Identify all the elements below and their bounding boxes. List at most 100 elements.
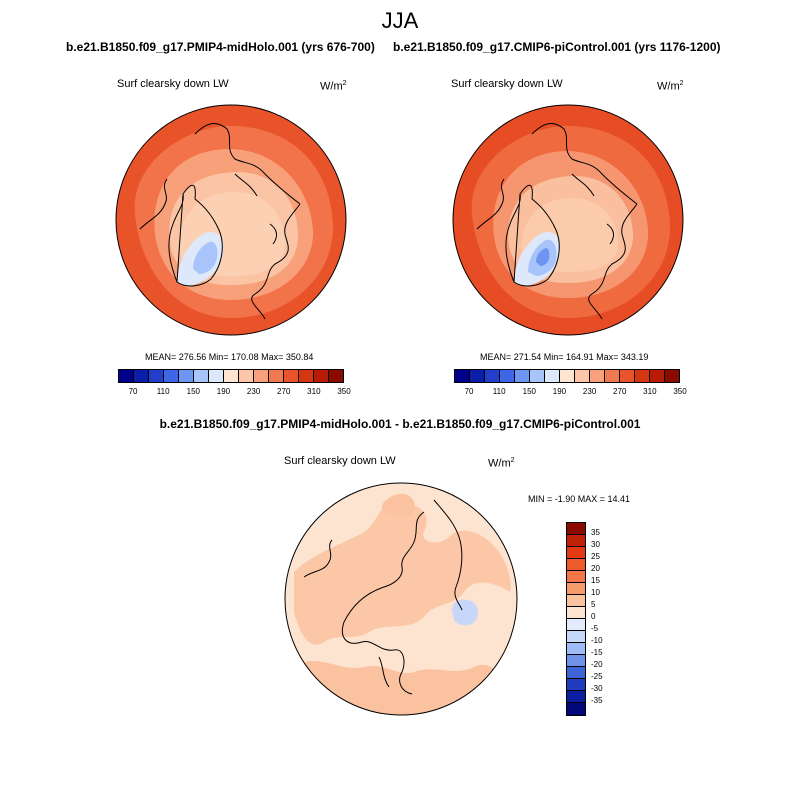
colorbar-cell	[665, 370, 679, 382]
colorbar-cell	[299, 370, 314, 382]
coastline-1	[505, 184, 560, 287]
coastline-5	[378, 656, 390, 688]
colorbar-tick-label: 310	[307, 387, 321, 396]
colorbar-cell	[455, 370, 470, 382]
colorbar-cell	[134, 370, 149, 382]
colorbar-cell	[567, 571, 585, 583]
coastline-6	[269, 223, 278, 245]
coastline-6	[606, 223, 615, 245]
colorbar-cell	[567, 691, 585, 703]
map-field-cold-2	[193, 241, 218, 274]
colorbar-tick-label: 190	[216, 387, 231, 396]
colorbar-cell	[239, 370, 254, 382]
colorbar-cell	[119, 370, 134, 382]
season-title: JJA	[381, 8, 419, 33]
colorbar-cell	[635, 370, 650, 382]
diff-colorbar-ticks: 35 30 25 20 15 10 5 0 -5 -10 -15 -20 -25 -30 -35	[591, 522, 621, 712]
colorbar-cell	[515, 370, 530, 382]
coastline-4	[303, 539, 333, 578]
diff-units: W/m2	[488, 457, 515, 470]
colorbar-tick-label: 70	[128, 387, 138, 396]
colorbar-tick-label: 190	[552, 387, 567, 396]
panel-right-case-title: b.e21.B1850.f09_g17.CMIP6-piControl.001 …	[393, 40, 721, 54]
colorbar-tick-label: 0	[591, 612, 596, 621]
colorbar-cell	[530, 370, 545, 382]
panel-left-colorbar	[118, 369, 344, 383]
colorbar-cell	[329, 370, 343, 382]
colorbar-cell	[567, 595, 585, 607]
colorbar-tick-label: 230	[246, 387, 261, 396]
colorbar-cell	[179, 370, 194, 382]
map-field-cold-3	[536, 248, 550, 266]
colorbar-cell	[209, 370, 224, 382]
colorbar-tick-label: -25	[591, 672, 603, 681]
panel-left-polar-map	[115, 104, 347, 336]
colorbar-cell	[284, 370, 299, 382]
coastline-2	[194, 123, 301, 205]
colorbar-cell	[650, 370, 665, 382]
diff-variable-label: Surf clearsky down LW	[284, 455, 396, 467]
diff-polar-map	[284, 482, 518, 716]
colorbar-cell	[575, 370, 590, 382]
colorbar-tick-label: -10	[591, 636, 603, 645]
colorbar-cell	[567, 679, 585, 691]
colorbar-cell	[314, 370, 329, 382]
coastline-1	[343, 511, 425, 623]
diff-stats: MIN = -1.90 MAX = 14.41	[528, 494, 631, 504]
colorbar-cell	[194, 370, 209, 382]
colorbar-cell	[567, 607, 585, 619]
diff-title: b.e21.B1850.f09_g17.PMIP4-midHolo.001 - …	[159, 417, 641, 431]
coastline-1	[168, 184, 223, 287]
colorbar-tick-label: 15	[591, 576, 600, 585]
panel-left-case-title: b.e21.B1850.f09_g17.PMIP4-midHolo.001 (y…	[66, 40, 375, 54]
colorbar-cell	[224, 370, 239, 382]
coastline-3	[399, 499, 463, 695]
colorbar-cell	[567, 703, 585, 715]
panel-right-polar-map	[452, 104, 684, 336]
colorbar-tick-label: 20	[591, 564, 600, 573]
colorbar-tick-label: 30	[591, 540, 600, 549]
colorbar-tick-label: -30	[591, 684, 603, 693]
panel-right-variable-label: Surf clearsky down LW	[451, 78, 563, 90]
coastline-5	[234, 173, 258, 197]
colorbar-cell	[567, 547, 585, 559]
colorbar-tick-label: 150	[522, 387, 537, 396]
colorbar-cell	[567, 583, 585, 595]
map-field-warm-3	[382, 493, 415, 518]
colorbar-tick-label: -15	[591, 648, 603, 657]
colorbar-cell	[567, 643, 585, 655]
colorbar-cell	[567, 631, 585, 643]
colorbar-cell	[567, 619, 585, 631]
coastline-5	[571, 173, 595, 197]
colorbar-tick-label: 10	[591, 588, 600, 597]
map-border	[284, 482, 518, 716]
panel-right-colorbar-ticks: 70 110 150 190 230 270 310 350	[454, 387, 687, 399]
coastline-2	[531, 123, 638, 205]
colorbar-tick-label: 310	[643, 387, 657, 396]
colorbar-cell	[567, 655, 585, 667]
colorbar-cell	[149, 370, 164, 382]
coastline-2	[341, 621, 405, 673]
colorbar-cell	[567, 667, 585, 679]
colorbar-cell	[254, 370, 269, 382]
colorbar-cell	[470, 370, 485, 382]
coastline-3	[588, 203, 638, 320]
colorbar-tick-label: 350	[673, 387, 687, 396]
colorbar-tick-label: -35	[591, 696, 603, 705]
colorbar-cell	[620, 370, 635, 382]
colorbar-tick-label: 70	[464, 387, 474, 396]
colorbar-cell	[545, 370, 560, 382]
colorbar-tick-label: 230	[582, 387, 597, 396]
panel-left-variable-label: Surf clearsky down LW	[117, 78, 229, 90]
colorbar-cell	[590, 370, 605, 382]
colorbar-tick-label: 35	[591, 528, 600, 537]
colorbar-tick-label: 350	[337, 387, 351, 396]
panel-left-units: W/m2	[320, 80, 347, 93]
colorbar-tick-label: 25	[591, 552, 600, 561]
colorbar-cell	[500, 370, 515, 382]
colorbar-cell	[567, 535, 585, 547]
colorbar-tick-label: 150	[186, 387, 201, 396]
colorbar-tick-label: -20	[591, 660, 603, 669]
colorbar-tick-label: 110	[156, 387, 170, 396]
panel-right-units: W/m2	[657, 80, 684, 93]
